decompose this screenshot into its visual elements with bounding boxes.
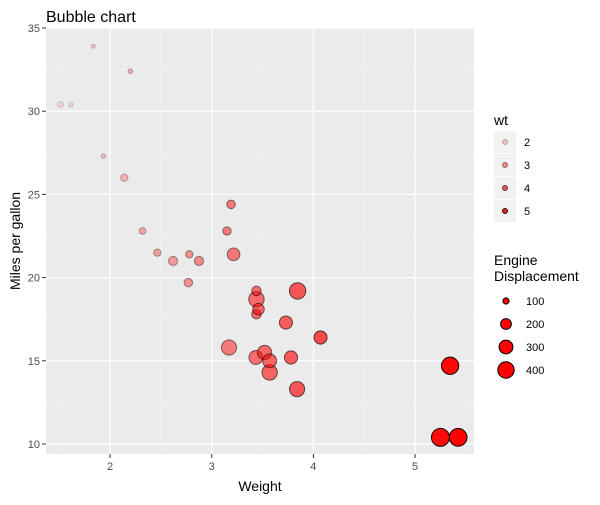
- legend-wt-label: 3: [524, 160, 530, 172]
- bubble-point: [252, 302, 265, 316]
- grid-lines: [46, 27, 474, 454]
- bubble-point: [278, 315, 294, 330]
- legend-disp-label: 400: [526, 365, 544, 377]
- legend-disp: Engine Displacement 100 200 300 400: [494, 252, 579, 379]
- legend-disp-title: Engine Displacement: [494, 252, 579, 284]
- bubble-point: [185, 250, 194, 259]
- bubble-point: [100, 153, 107, 159]
- chart-title: Bubble chart: [46, 9, 136, 26]
- bubble-point: [288, 282, 307, 300]
- bubble-point: [222, 226, 232, 236]
- y-axis-ticks: 10 15 20 25 30 35: [28, 23, 46, 451]
- bubble-point: [138, 227, 147, 235]
- legend-wt-label: 5: [524, 206, 530, 218]
- legend-disp-key: [498, 339, 514, 355]
- legend-disp-keys: 100 200 300 400: [497, 296, 544, 379]
- y-tick-label: 20: [28, 273, 40, 285]
- bubble-point: [193, 255, 205, 267]
- bubble-point: [313, 330, 328, 345]
- legend-disp-label: 300: [526, 342, 544, 354]
- bubble-point: [226, 199, 236, 210]
- bubble-point: [448, 427, 468, 447]
- bubble-point: [68, 101, 74, 108]
- legend-wt-key: [502, 185, 508, 191]
- y-tick-label: 35: [28, 23, 40, 35]
- bubble-point: [440, 356, 460, 375]
- y-tick-label: 25: [28, 189, 40, 201]
- legend-wt-key-bg: [494, 154, 516, 176]
- legend-wt-key: [502, 208, 508, 214]
- legend-disp-key: [502, 297, 510, 305]
- legend-disp-key: [500, 318, 512, 330]
- legend-wt-label: 4: [524, 183, 530, 195]
- bubble-point: [153, 248, 162, 257]
- bubble-point: [57, 101, 64, 108]
- y-tick-label: 15: [28, 356, 40, 368]
- bubble-point: [167, 255, 179, 267]
- legend-wt: wt 2 3 4 5: [493, 112, 530, 222]
- plot-panel: [46, 28, 474, 454]
- x-axis-ticks: 2 3 4 5: [107, 454, 418, 473]
- bubble-point: [262, 353, 278, 369]
- legend-disp-label: 100: [526, 296, 544, 308]
- bubble-point: [220, 339, 238, 356]
- bubble-point: [120, 173, 129, 182]
- y-axis-label: Miles per gallon: [7, 192, 23, 290]
- legend-wt-label: 2: [524, 137, 530, 149]
- legend-wt-keys: 2 3 4 5: [494, 131, 530, 222]
- data-points: [57, 43, 468, 447]
- bubble-point: [430, 427, 450, 447]
- legend-wt-key: [502, 162, 508, 168]
- bubble-point: [289, 381, 306, 398]
- legend-wt-title: wt: [493, 112, 508, 128]
- x-axis-label: Weight: [238, 478, 281, 494]
- x-tick-label: 4: [310, 461, 316, 473]
- legend-disp-title-line1: Engine: [494, 252, 538, 268]
- x-tick-label: 2: [107, 461, 113, 473]
- bubble-point: [90, 43, 96, 49]
- x-tick-label: 3: [209, 461, 215, 473]
- bubble-point: [226, 247, 241, 262]
- legend-disp-label: 200: [526, 319, 544, 331]
- legend-wt-key-bg: [494, 131, 516, 153]
- bubble-point: [127, 68, 134, 75]
- legend-wt-key: [502, 139, 508, 145]
- legend-disp-key: [497, 361, 515, 379]
- y-tick-label: 10: [28, 439, 40, 451]
- legend-disp-title-line2: Displacement: [494, 268, 579, 284]
- bubble-point: [283, 350, 299, 365]
- bubble-point: [183, 277, 194, 288]
- x-tick-label: 5: [412, 461, 418, 473]
- y-tick-label: 30: [28, 106, 40, 118]
- bubble-point: [251, 285, 262, 297]
